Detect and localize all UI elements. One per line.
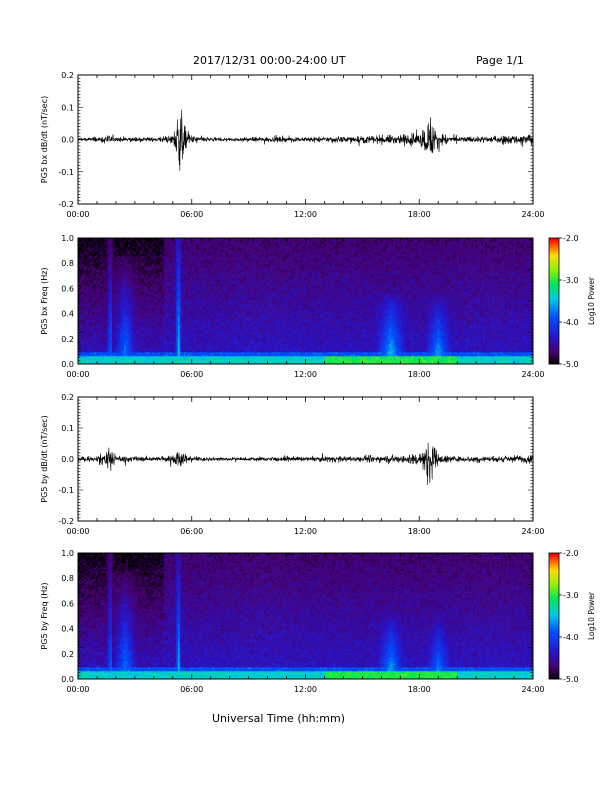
x-tick-label: 18:00 [408,210,431,219]
y-tick-label: -0.2 [58,200,74,209]
x-tick-label: 00:00 [66,685,89,694]
y-axis-label: PG5 bx Freq (Hz) [40,267,49,334]
y-tick-label: 0.6 [61,599,74,608]
spectrogram-panel-3: 00:00 06:00 12:00 18:00 24:00 1.0 0.8 0.6 0.4 0.2… [40,549,545,694]
colorbar-tick-label: -4.0 [563,633,579,642]
x-tick-label: 18:00 [408,370,431,379]
y-axis-label: PG5 by dB/dt (nT/sec) [40,415,49,502]
timeseries-panel-2: 00:00 06:00 12:00 18:00 24:00 0.2 0.1 0.0 -0.1 -0… [40,393,545,536]
spectrogram-cells [78,238,533,364]
x-tick-label: 24:00 [521,685,544,694]
x-tick-label: 06:00 [180,210,203,219]
x-tick-label: 12:00 [294,527,317,536]
colorbar-tick-label: -3.0 [563,591,579,600]
y-tick-label: 0.8 [61,574,74,583]
x-tick-label: 12:00 [294,685,317,694]
x-tick-label: 06:00 [180,370,203,379]
y-axis-label: PG5 by Freq (Hz) [40,582,49,649]
y-tick-label: -0.1 [58,486,74,495]
y-tick-label: 0.0 [61,360,74,369]
x-tick-label: 12:00 [294,370,317,379]
figure: 00:00 06:00 12:00 18:00 24:00 0.2 0.1 0.0 -0.1 -0… [0,0,612,792]
y-tick-label: -0.2 [58,517,74,526]
y-tick-label: 0.0 [61,455,74,464]
y-tick-label: 1.0 [61,549,74,558]
y-tick-label: 1.0 [61,234,74,243]
x-tick-label: 00:00 [66,210,89,219]
y-axis-label: PG5 bx dB/dt (nT/sec) [40,96,49,183]
x-tick-label: 06:00 [180,527,203,536]
colorbar-tick-label: -4.0 [563,318,579,327]
x-tick-label: 24:00 [521,370,544,379]
y-tick-label: 0.0 [61,675,74,684]
x-tick-label: 24:00 [521,210,544,219]
x-axis-title: Universal Time (hh:mm) [212,712,345,725]
x-tick-label: 12:00 [294,210,317,219]
y-tick-label: 0.8 [61,259,74,268]
y-tick-label: 0.2 [61,650,74,659]
y-tick-label: 0.2 [61,393,74,402]
colorbar-tick-label: -3.0 [563,276,579,285]
y-tick-label: 0.1 [61,103,74,112]
y-tick-label: 0.0 [61,136,74,145]
y-tick-label: -0.1 [58,168,74,177]
x-tick-label: 06:00 [180,685,203,694]
colorbar-tick-label: -2.0 [563,549,579,558]
y-tick-label: 0.2 [61,71,74,80]
y-tick-label: 0.4 [61,625,74,634]
x-tick-label: 00:00 [66,370,89,379]
x-tick-label: 24:00 [521,527,544,536]
y-tick-label: 0.4 [61,310,74,319]
colorbar-tick-label: -5.0 [563,675,579,684]
colorbar-label: Log10 Power [587,591,596,640]
colorbar-label: Log10 Power [587,276,596,325]
spectrogram-panel-1: 00:00 06:00 12:00 18:00 24:00 1.0 0.8 0.6 0.4 0.2… [40,234,545,379]
x-tick-label: 18:00 [408,685,431,694]
timeseries-panel-0: 00:00 06:00 12:00 18:00 24:00 0.2 0.1 0.0 -0.1 -0… [40,71,545,219]
colorbar-tick-label: -2.0 [563,234,579,243]
series-line-0 [78,443,533,485]
colorbar-tick-label: -5.0 [563,360,579,369]
series-line-0 [78,110,533,171]
x-tick-label: 00:00 [66,527,89,536]
colorbar-1: -2.0 -3.0 -4.0 -5.0 Log10 Power [549,234,596,369]
spectrogram-cells [78,553,533,679]
colorbar-3: -2.0 -3.0 -4.0 -5.0 Log10 Power [549,549,596,684]
y-tick-label: 0.6 [61,284,74,293]
x-tick-label: 18:00 [408,527,431,536]
y-tick-label: 0.1 [61,424,74,433]
y-tick-label: 0.2 [61,335,74,344]
